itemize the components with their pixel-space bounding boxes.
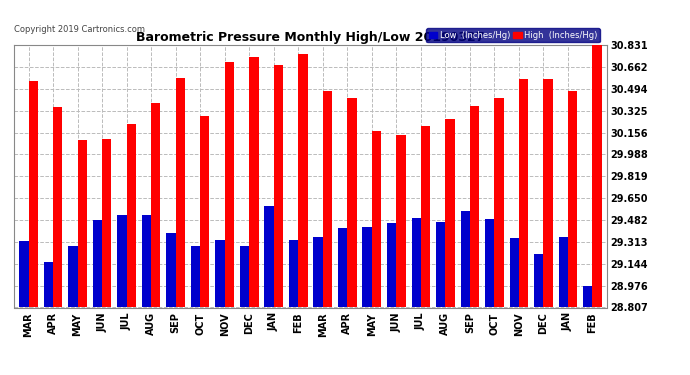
Bar (77, 140, 87, 308)
Bar (372, 131, 381, 308)
Bar (215, 240, 225, 308)
Bar (166, 233, 176, 308)
Bar (347, 98, 357, 308)
Bar (176, 78, 185, 308)
Bar (436, 222, 445, 308)
Bar (102, 138, 111, 308)
Bar (225, 62, 234, 308)
Bar (544, 79, 553, 308)
Bar (28, 81, 38, 308)
Legend: Low  (Inches/Hg), High  (Inches/Hg): Low (Inches/Hg), High (Inches/Hg) (426, 28, 600, 42)
Bar (470, 106, 479, 307)
Bar (460, 211, 470, 308)
Bar (593, 45, 602, 308)
Bar (43, 262, 53, 308)
Bar (519, 79, 529, 308)
Bar (421, 126, 430, 308)
Bar (495, 98, 504, 308)
Title: Barometric Pressure Monthly High/Low 20190327: Barometric Pressure Monthly High/Low 201… (136, 31, 485, 44)
Bar (583, 286, 593, 308)
Bar (396, 135, 406, 308)
Bar (289, 240, 298, 308)
Bar (191, 246, 200, 308)
Bar (568, 90, 578, 308)
Bar (240, 246, 249, 308)
Bar (559, 237, 568, 308)
Bar (510, 238, 519, 308)
Bar (151, 104, 161, 308)
Bar (117, 215, 126, 308)
Bar (126, 124, 136, 308)
Bar (249, 57, 259, 308)
Bar (485, 219, 495, 308)
Bar (534, 254, 544, 308)
Text: Copyright 2019 Cartronics.com: Copyright 2019 Cartronics.com (14, 26, 145, 34)
Bar (19, 241, 28, 308)
Bar (298, 54, 308, 307)
Bar (92, 220, 102, 308)
Bar (387, 223, 396, 308)
Bar (313, 237, 323, 308)
Bar (338, 228, 347, 308)
Bar (264, 206, 274, 308)
Bar (362, 227, 372, 308)
Bar (445, 119, 455, 308)
Bar (200, 117, 210, 308)
Bar (323, 90, 332, 308)
Bar (53, 107, 62, 308)
Bar (274, 64, 283, 308)
Bar (142, 215, 151, 308)
Bar (68, 246, 77, 308)
Bar (411, 217, 421, 308)
